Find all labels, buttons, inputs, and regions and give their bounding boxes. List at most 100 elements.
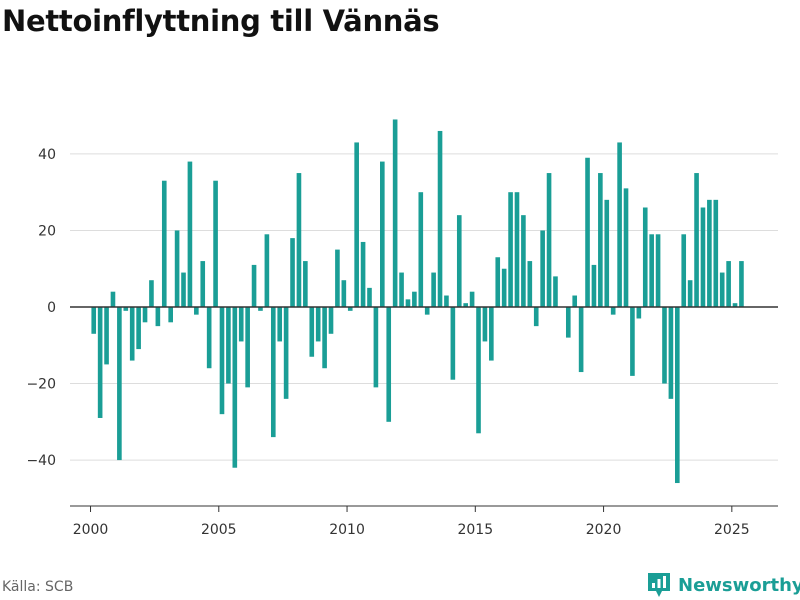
bar — [251, 264, 257, 307]
bar — [238, 307, 244, 342]
bar — [104, 307, 109, 365]
bar — [687, 280, 693, 307]
bar — [226, 307, 231, 384]
x-tick-label: 2020 — [586, 522, 622, 538]
bar — [437, 130, 443, 307]
bar — [168, 307, 173, 323]
bar — [546, 173, 552, 307]
bar — [155, 307, 161, 327]
bar — [604, 199, 610, 307]
bar — [565, 307, 571, 338]
bar — [187, 161, 193, 307]
bar — [668, 307, 674, 399]
bar — [553, 276, 558, 307]
bar — [142, 307, 148, 323]
bar — [341, 280, 347, 307]
bar — [655, 234, 661, 307]
bar — [194, 307, 199, 315]
bar — [642, 207, 648, 307]
bar — [508, 192, 513, 307]
bar — [405, 299, 411, 307]
bar — [694, 173, 699, 307]
bar — [149, 280, 154, 307]
bar — [117, 307, 122, 461]
y-tick-label: 0 — [47, 300, 56, 316]
bar — [463, 303, 468, 307]
brand-logo: Newsworthy — [646, 571, 800, 599]
bar — [373, 307, 379, 388]
bar — [713, 199, 719, 307]
x-tick-label: 2015 — [457, 522, 493, 538]
brand-name: Newsworthy — [678, 574, 800, 596]
newsworthy-logo-icon — [648, 573, 670, 597]
x-tick-labels: 2000 2005 2010 2015 2020 2025 — [73, 522, 750, 538]
bar — [412, 291, 417, 307]
bar — [174, 230, 180, 307]
bar — [335, 249, 340, 307]
bar — [232, 307, 238, 468]
bar — [732, 303, 738, 307]
bar — [700, 207, 706, 307]
bar — [476, 307, 481, 434]
bar — [219, 307, 225, 415]
bar — [424, 307, 430, 315]
bar — [91, 307, 97, 334]
bar — [296, 173, 302, 307]
y-tick-label: −20 — [26, 377, 56, 393]
bar — [309, 307, 315, 357]
bar — [399, 272, 404, 307]
bar — [572, 295, 578, 307]
bar — [136, 307, 141, 350]
y-tick-label: −40 — [26, 453, 56, 469]
bar — [315, 307, 321, 342]
bar — [386, 307, 392, 422]
bar — [303, 261, 308, 307]
bar — [392, 119, 398, 307]
bar — [585, 157, 590, 307]
y-tick-labels: −40 −20 0 20 40 — [26, 147, 56, 469]
bar — [418, 192, 424, 307]
bar — [97, 307, 103, 418]
source-note: Källa: SCB — [2, 579, 74, 595]
bar — [450, 307, 456, 380]
bar — [662, 307, 667, 384]
bar — [739, 261, 744, 307]
bar — [514, 192, 520, 307]
bar — [213, 180, 218, 307]
x-tick-label: 2025 — [714, 522, 750, 538]
bar — [322, 307, 327, 369]
bar — [533, 307, 539, 327]
bar — [347, 307, 353, 311]
bar — [123, 307, 129, 311]
bar — [431, 272, 436, 307]
bar — [354, 142, 359, 307]
bar — [161, 180, 167, 307]
bar — [598, 173, 603, 307]
bar — [649, 234, 654, 307]
bar — [521, 215, 526, 307]
bar — [681, 234, 687, 307]
x-tick-label: 2000 — [73, 522, 109, 538]
bar — [495, 257, 501, 307]
bar — [258, 307, 263, 311]
bar — [328, 307, 334, 334]
axes — [70, 306, 778, 512]
bar — [623, 188, 629, 307]
bar — [181, 272, 186, 307]
bar — [245, 307, 250, 388]
bar — [270, 307, 276, 438]
bar — [578, 307, 584, 373]
bar — [110, 291, 116, 307]
bar — [283, 307, 289, 399]
bar — [630, 307, 635, 376]
bar — [367, 287, 372, 307]
x-tick-label: 2005 — [201, 522, 237, 538]
bar — [489, 307, 494, 361]
x-tick-label: 2010 — [329, 522, 365, 538]
bar — [264, 234, 270, 307]
bar — [129, 307, 135, 361]
bar — [456, 215, 462, 307]
bar — [206, 307, 212, 369]
bar — [636, 307, 642, 319]
